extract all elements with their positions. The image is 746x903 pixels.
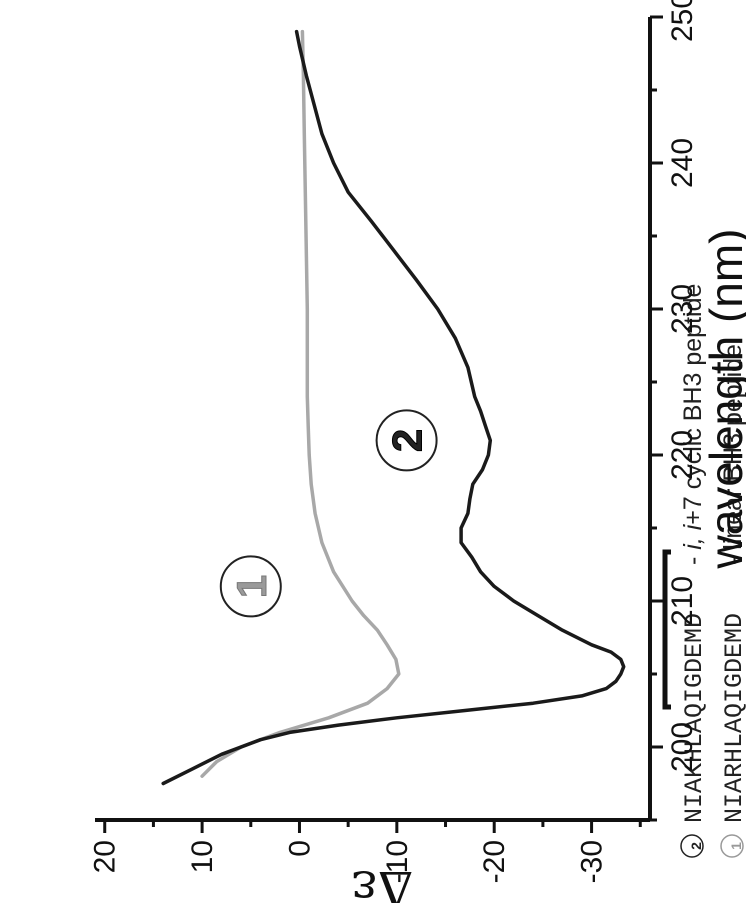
- legend-entry-2: 2 NIAKHLAQIGDEMD - i, i+7 cyclic BH3 pep…: [662, 284, 709, 858]
- legend-description-1: - linear BH3 peptide: [719, 344, 746, 565]
- y-tick-label: -30: [576, 840, 609, 883]
- y-tick-label: 20: [89, 840, 122, 873]
- legend-marker-2-label: 2: [688, 842, 704, 850]
- x-tick-label: 250: [666, 0, 699, 42]
- legend-description-2-suffix: +7 cyclic BH3 peptide: [679, 284, 707, 525]
- x-tick-label: 210: [666, 576, 699, 626]
- x-tick-label: 230: [666, 284, 699, 334]
- legend-description-2-prefix: -: [679, 550, 707, 565]
- x-tick-label: 200: [666, 722, 699, 772]
- curve-label-1: 1: [228, 575, 275, 598]
- legend: 1 NIARHLAQIGDEMD - linear BH3 peptide 2 …: [662, 284, 746, 858]
- series-1-line: [200, 29, 401, 778]
- legend-marker-1: [720, 834, 744, 858]
- legend-marker-2: [680, 834, 704, 858]
- curve-label-1-circle: [219, 555, 282, 618]
- y-axis-title: Δε: [351, 860, 413, 903]
- x-tick-label: 220: [666, 430, 699, 480]
- cyclization-bracket: [662, 549, 671, 710]
- x-tick-label: 240: [666, 138, 699, 188]
- curve-label-2-circle: [375, 409, 438, 472]
- y-tick-label: 10: [186, 840, 219, 873]
- legend-sequence-1: NIARHLAQIGDEMD: [720, 613, 746, 823]
- y-tick-label: 0: [283, 840, 316, 857]
- x-axis-title: wavelength (nm): [700, 228, 746, 569]
- legend-description-2: - i, i+7 cyclic BH3 peptide: [679, 284, 707, 565]
- series-2-line: [161, 29, 626, 786]
- legend-sequence-2: NIAKHLAQIGDEMD: [680, 613, 709, 823]
- y-tick-label: -20: [478, 840, 511, 883]
- y-tick-label: -10: [381, 840, 414, 883]
- legend-entry-1: 1 NIARHLAQIGDEMD - linear BH3 peptide: [719, 344, 746, 858]
- legend-marker-1-label: 1: [728, 842, 744, 850]
- curve-label-2: 2: [384, 429, 431, 452]
- legend-description-2-italic: i, i: [679, 523, 707, 549]
